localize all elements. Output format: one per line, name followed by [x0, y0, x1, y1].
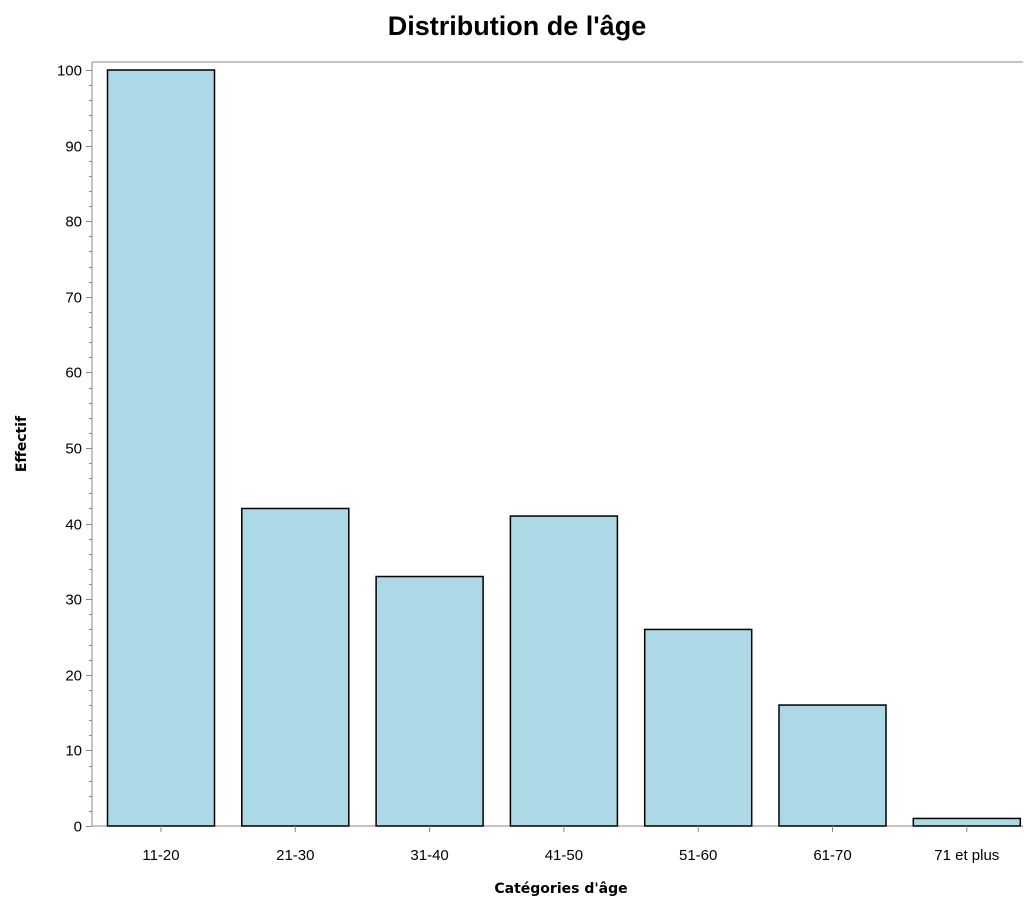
chart-title: Distribution de l'âge: [388, 11, 646, 41]
bars: [106, 69, 1022, 827]
x-tick-label: 61-70: [813, 847, 851, 864]
y-axis-title: Effectif: [14, 415, 30, 472]
y-tick-label: 60: [65, 365, 82, 382]
y-tick-label: 0: [74, 819, 82, 836]
y-tick-label: 90: [65, 139, 82, 156]
x-tick-label: 21-30: [276, 847, 314, 864]
x-tick-label: 41-50: [545, 847, 583, 864]
bar-31-40: [375, 575, 484, 827]
x-tick-label: 31-40: [410, 847, 448, 864]
x-tick-label: 71 et plus: [934, 847, 999, 864]
bar-61-70: [778, 704, 887, 827]
bar-71-et-plus: [912, 817, 1022, 827]
bar-11-20: [106, 69, 216, 827]
y-tick-label: 10: [65, 743, 82, 760]
y-tick-label: 40: [65, 517, 82, 534]
y-tick-label: 50: [65, 441, 82, 458]
x-axis-title: Catégories d'âge: [494, 881, 627, 897]
y-tick-label: 20: [65, 668, 82, 685]
x-tick-label: 51-60: [679, 847, 717, 864]
y-tick-label: 80: [65, 214, 82, 231]
x-tick-label: 11-20: [142, 847, 179, 864]
x-axis-labels: 11-20 21-30 31-40 41-50 51-60 61-70 71 et plus: [142, 826, 999, 864]
y-tick-label: 30: [65, 592, 82, 609]
y-axis-ticks: 0 10 20 30 40 50 60 70 80 90 100: [57, 63, 92, 836]
bar-21-30: [241, 507, 350, 827]
y-tick-label: 70: [65, 290, 82, 307]
bar-41-50: [509, 515, 619, 827]
y-tick-label: 100: [57, 63, 82, 80]
bar-51-60: [643, 628, 753, 827]
